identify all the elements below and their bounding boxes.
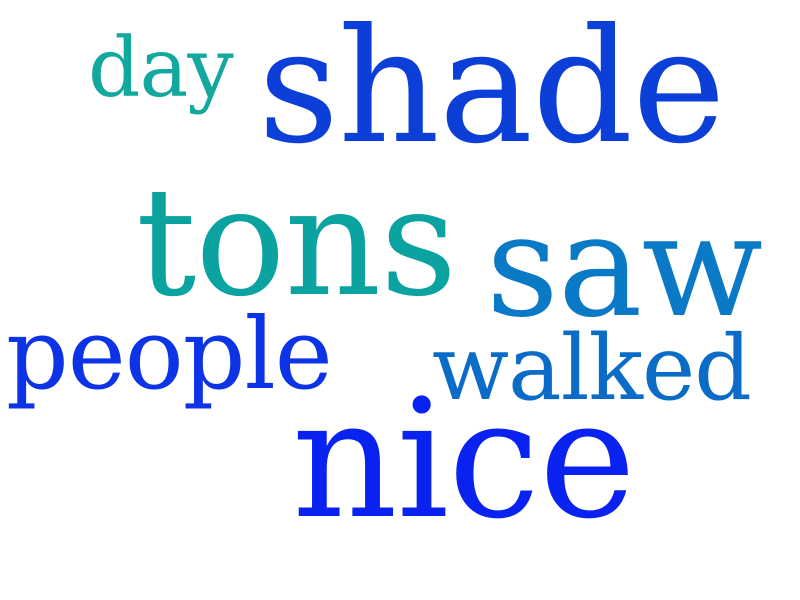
word-saw: saw [486,184,763,349]
word-tons: tons [136,156,457,330]
word-people: people [6,298,333,412]
word-shade: shade [258,0,726,179]
word-nice: nice [292,364,636,555]
word-day: day [88,21,234,116]
word-walked: walked [432,316,752,421]
